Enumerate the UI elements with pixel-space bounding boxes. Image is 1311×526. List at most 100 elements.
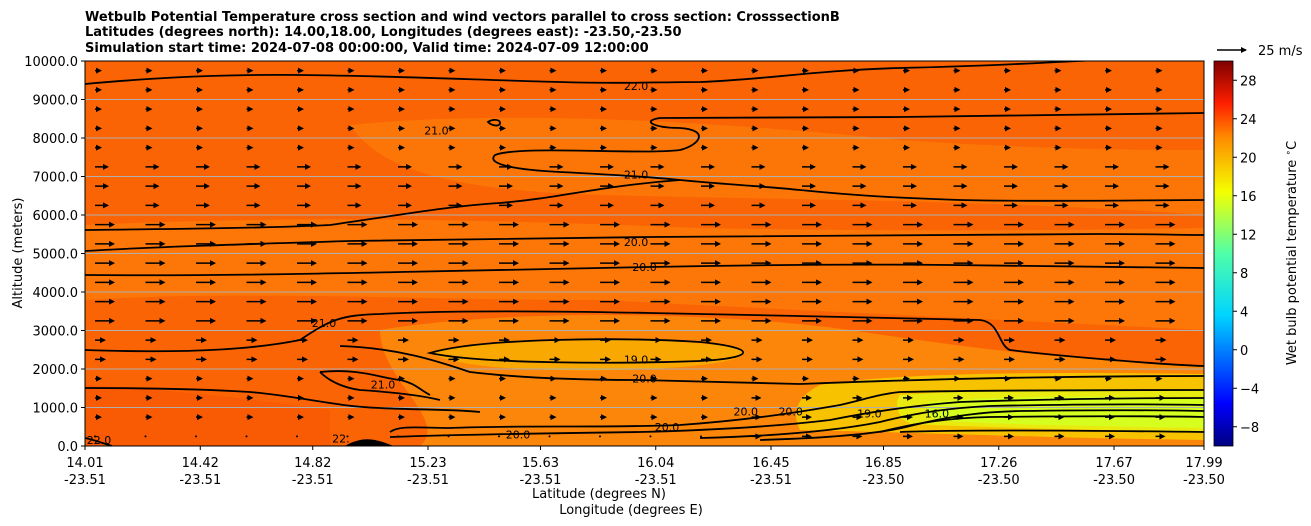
- wind-vector-head: [1156, 125, 1163, 132]
- contour-label: 20.0: [733, 405, 758, 418]
- wind-vector-head: [311, 240, 317, 247]
- wind-vector-head: [664, 317, 671, 324]
- wind-vector-head: [412, 279, 418, 286]
- wind-vector-head: [109, 221, 115, 228]
- contour-label: 16.0: [925, 407, 950, 420]
- wind-vector-head: [305, 183, 311, 190]
- wind-vector-head: [866, 221, 873, 228]
- wind-vector-head: [1018, 298, 1024, 305]
- contour-label: 19.0: [624, 353, 649, 366]
- wind-vector-head: [361, 260, 368, 267]
- wind-vector-head: [311, 221, 317, 228]
- wind-vector-head: [866, 240, 873, 247]
- wind-vector-head: [1059, 356, 1066, 363]
- wind-vector-head: [954, 375, 961, 382]
- wind-vector-head: [702, 67, 708, 74]
- colorbar-tick-label: 0: [1240, 344, 1248, 359]
- wind-vector-head: [954, 106, 961, 113]
- wind-vector-head: [1012, 163, 1018, 170]
- wind-vector-head: [550, 394, 557, 401]
- x-axis-label-lat: Latitude (degrees N): [532, 487, 666, 502]
- wind-vector-head: [816, 298, 822, 305]
- wind-vector-head: [399, 106, 405, 113]
- wind-vector-head: [348, 144, 355, 151]
- wind-vector-head: [651, 394, 658, 401]
- wind-vector-head: [702, 394, 708, 401]
- contour-label: 21.0: [424, 124, 449, 137]
- wind-vector-head: [550, 144, 557, 151]
- wind-vector-head: [1156, 375, 1163, 382]
- wind-vector-head: [866, 298, 873, 305]
- wind-vector-head: [513, 317, 519, 324]
- wind-vector-head: [1058, 414, 1065, 421]
- wind-vector-head: [853, 67, 860, 74]
- wind-vector-head: [1008, 394, 1014, 401]
- contour-label: 19.0: [857, 407, 882, 420]
- wind-vector-head: [449, 106, 456, 113]
- wind-vector-head: [1159, 433, 1166, 440]
- contour-17: [759, 409, 1204, 441]
- colorbar-tick-label: −4: [1240, 382, 1259, 397]
- wind-vector-head: [904, 67, 910, 74]
- wind-vector-head: [311, 298, 317, 305]
- wind-vector-head: [1062, 202, 1069, 209]
- wind-vector-head: [197, 144, 203, 151]
- wind-vector-head: [1008, 414, 1014, 421]
- title-line-1: Wetbulb Potential Temperature cross sect…: [85, 10, 840, 25]
- wind-vector-head: [462, 240, 469, 247]
- wind-vector-head: [917, 279, 923, 286]
- wind-vector-head: [967, 298, 974, 305]
- wind-vector-head: [803, 144, 809, 151]
- wind-vector-head: [406, 202, 412, 209]
- wind-vector-head: [500, 144, 506, 151]
- wind-vector-head: [706, 356, 712, 363]
- wind-vectors: [94, 67, 1176, 440]
- contour-21-middle: [85, 179, 681, 231]
- wind-vector-head: [1109, 433, 1115, 440]
- wind-vector-head: [904, 125, 910, 132]
- wind-vector-head: [1169, 298, 1176, 305]
- wind-vector-head: [403, 337, 409, 344]
- wind-vector-head: [1018, 279, 1024, 286]
- contour-label: 20.0: [624, 236, 649, 249]
- wind-vector-head: [302, 337, 308, 344]
- wind-vector-head: [153, 163, 160, 170]
- wind-vector-head: [462, 317, 469, 324]
- wind-vector-head: [658, 183, 665, 190]
- wind-vector-head: [449, 144, 456, 151]
- wind-vector: [599, 435, 601, 438]
- x-tick-label-lon: -23.51: [292, 473, 334, 488]
- wind-vector-head: [449, 375, 456, 382]
- wind-vector-head: [957, 394, 964, 401]
- wind-vector-head: [958, 337, 965, 344]
- wind-vector-head: [702, 414, 708, 421]
- wind-vector-head: [96, 67, 102, 74]
- wind-vector-head: [1012, 202, 1018, 209]
- wind-vector-head: [513, 279, 519, 286]
- x-tick-label-lat: 14.42: [182, 456, 219, 471]
- wind-vector-head: [904, 144, 910, 151]
- wind-vector-head: [361, 221, 368, 228]
- wind-vector-head: [247, 394, 254, 401]
- wind-vector-head: [554, 356, 561, 363]
- wind-vector-head: [1062, 163, 1069, 170]
- wind-vector-head: [247, 144, 254, 151]
- wind-vector-head: [352, 337, 359, 344]
- wind-vector-head: [412, 298, 418, 305]
- wind-vector-head: [260, 279, 267, 286]
- wind-vector-head: [605, 337, 611, 344]
- wind-vector-head: [756, 356, 763, 363]
- wind-vector: [245, 435, 248, 438]
- contour-20-mid: [339, 345, 1204, 385]
- wind-vector-head: [755, 394, 762, 401]
- wind-vector-head: [655, 356, 662, 363]
- colorbar-label: Wet bulb potential temperature ∘C: [1284, 141, 1300, 365]
- x-tick-label-lon: -23.51: [407, 473, 449, 488]
- wind-vector-head: [1119, 240, 1125, 247]
- wind-vector-head: [803, 125, 809, 132]
- wind-vector-head: [247, 414, 254, 421]
- wind-vector-head: [810, 183, 816, 190]
- contour-21-small: [486, 118, 501, 127]
- wind-vector-head: [500, 125, 506, 132]
- wind-vector-head: [810, 202, 816, 209]
